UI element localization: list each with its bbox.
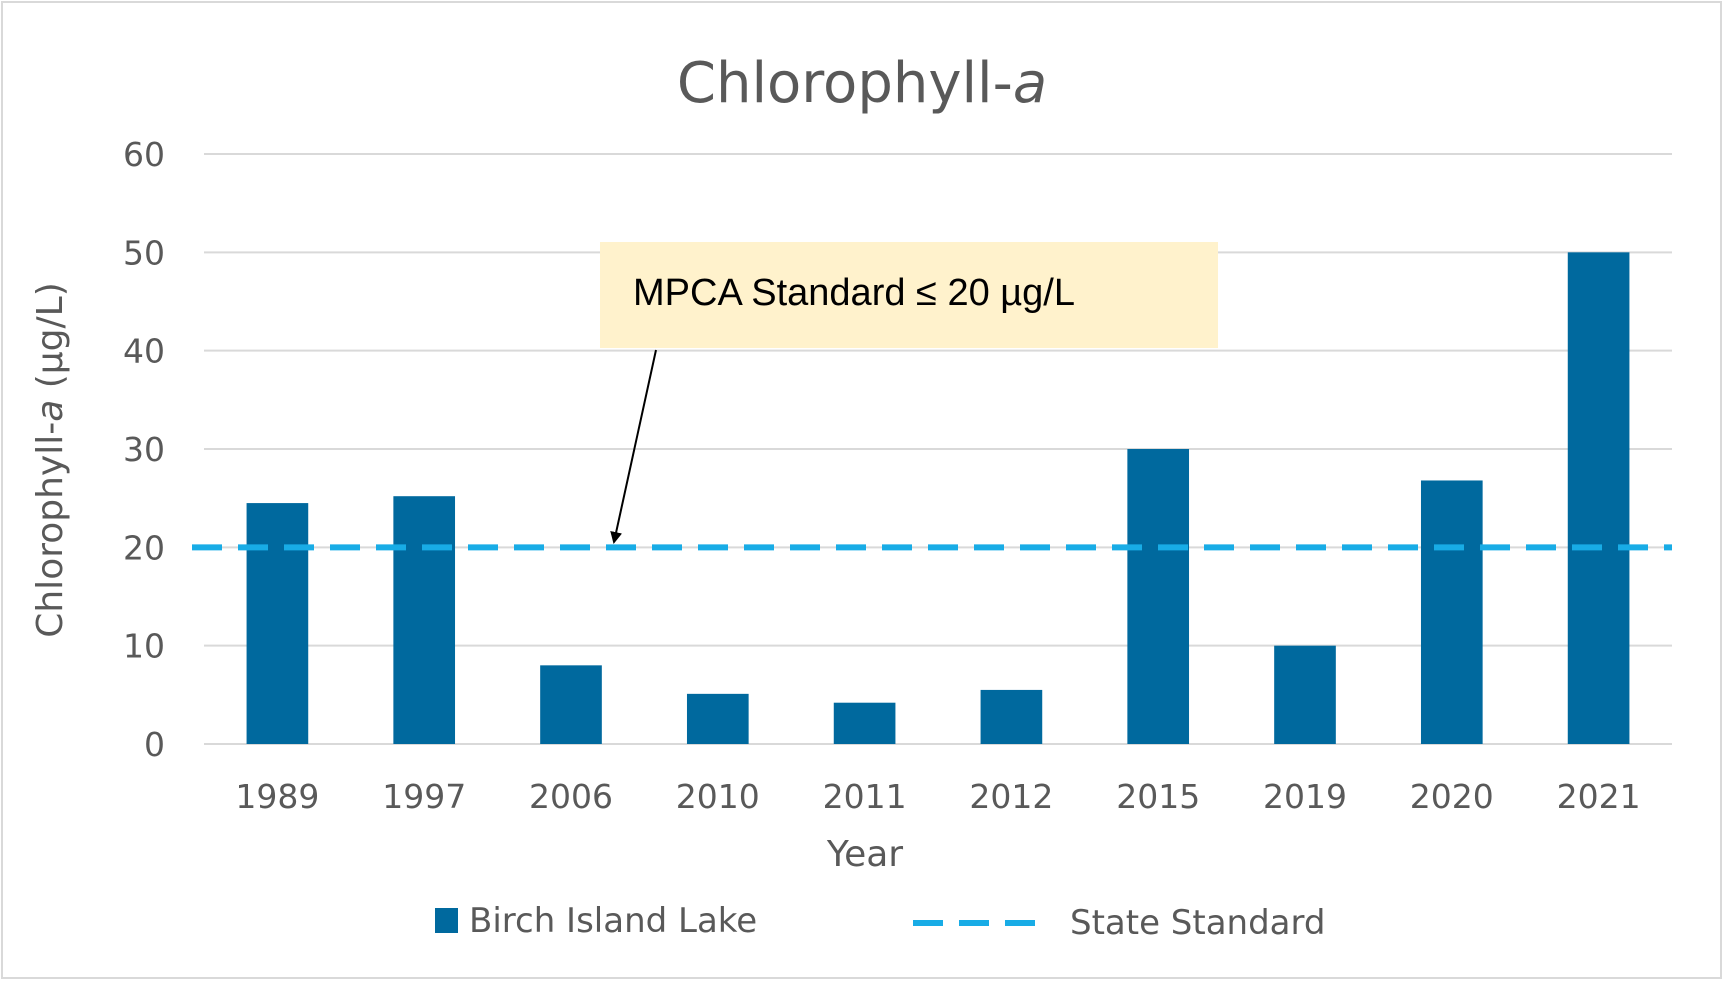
- x-tick-label: 1989: [235, 777, 319, 816]
- y-tick-label: 0: [144, 725, 165, 764]
- annotation-callout: MPCA Standard ≤ 20 µg/L: [600, 242, 1218, 544]
- bars: [246, 252, 1630, 745]
- bar-2021: [1567, 252, 1630, 745]
- legend: Birch Island Lake State Standard: [435, 901, 1325, 943]
- y-tick-label: 20: [123, 528, 165, 567]
- legend-label-birch-island-lake: Birch Island Lake: [469, 901, 757, 941]
- chart-title: Chlorophyll-a: [677, 51, 1047, 116]
- y-tick-label: 30: [123, 430, 165, 469]
- bar-2006: [540, 665, 602, 744]
- bar-1989: [246, 503, 309, 744]
- bar-1997: [393, 496, 456, 744]
- x-tick-label: 2011: [823, 777, 907, 816]
- x-axis-ticks: 1989 1997 2006 2010 2011 2012 2015 2019 2020 2021: [235, 777, 1640, 816]
- y-axis-title: Chlorophyll-a (µg/L): [30, 282, 71, 638]
- bar-2015: [1127, 449, 1190, 744]
- legend-swatch-birch-island-lake: [435, 908, 458, 933]
- annotation-arrow: [610, 349, 657, 544]
- bar-2011: [833, 702, 896, 744]
- annotation-box: [600, 242, 1218, 348]
- x-tick-label: 2012: [969, 777, 1053, 816]
- x-tick-label: 1997: [382, 777, 466, 816]
- bar-2012: [980, 689, 1043, 744]
- x-axis-title: Year: [826, 834, 903, 875]
- x-tick-label: 2006: [529, 777, 613, 816]
- y-tick-label: 50: [123, 233, 165, 272]
- x-tick-label: 2015: [1116, 777, 1200, 816]
- bar-2020: [1420, 480, 1483, 744]
- x-tick-label: 2021: [1557, 777, 1641, 816]
- x-tick-label: 2010: [676, 777, 760, 816]
- bar-2010: [686, 693, 749, 744]
- y-tick-label: 10: [123, 627, 165, 666]
- x-tick-label: 2020: [1410, 777, 1494, 816]
- y-axis-ticks: 0 10 20 30 40 50 60: [123, 135, 165, 764]
- legend-label-state-standard: State Standard: [1070, 903, 1325, 943]
- x-tick-label: 2019: [1263, 777, 1347, 816]
- y-tick-label: 40: [123, 332, 165, 371]
- bar-2019: [1274, 645, 1336, 744]
- y-tick-label: 60: [123, 135, 165, 174]
- annotation-text: MPCA Standard ≤ 20 µg/L: [633, 272, 1075, 314]
